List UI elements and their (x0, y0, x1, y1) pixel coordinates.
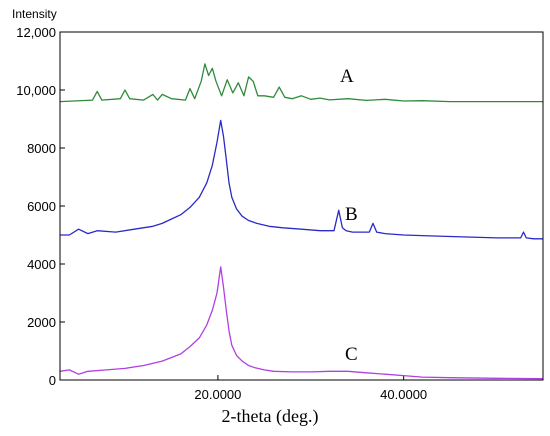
y-tick-label: 0 (49, 373, 56, 388)
series-line-b (60, 119, 543, 240)
x-tick-label: 20.0000 (194, 387, 241, 402)
x-tick-label: 40.0000 (380, 387, 427, 402)
plot-frame (59, 31, 544, 381)
y-tick-label: 10,000 (16, 83, 56, 98)
series-label-a: A (340, 66, 354, 87)
y-axis: 0 2000 4000 6000 8000 10,000 12,000 (16, 25, 65, 388)
series-label-b: B (345, 204, 358, 225)
y-axis-label: Intensity (12, 7, 57, 21)
series-label-c: C (345, 344, 358, 365)
y-tick-label: 2000 (27, 315, 56, 330)
x-axis-label: 2-theta (deg.) (222, 406, 319, 427)
y-tick-label: 12,000 (16, 25, 56, 40)
y-tick-label: 8000 (27, 141, 56, 156)
y-tick-label: 6000 (27, 199, 56, 214)
series-line-c (59, 266, 544, 380)
y-tick-label: 4000 (27, 257, 56, 272)
series-line-a (59, 63, 543, 103)
plot-area: A B C (59, 63, 544, 380)
